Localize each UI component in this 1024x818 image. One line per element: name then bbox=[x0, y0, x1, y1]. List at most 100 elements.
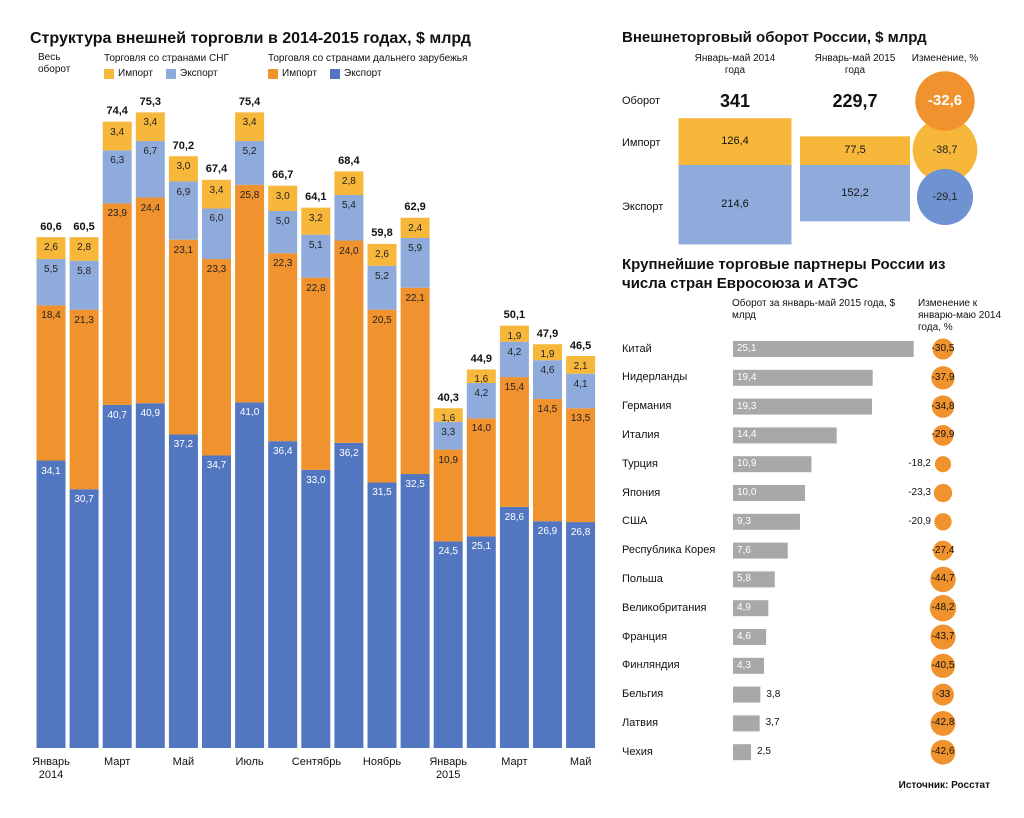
bar-segment bbox=[36, 305, 66, 461]
change-label: -32,6 bbox=[927, 92, 963, 109]
bar bbox=[733, 456, 812, 473]
x-tick-label: Сентябрь bbox=[291, 756, 342, 768]
change-circle bbox=[933, 540, 953, 561]
total-value: 62,9 bbox=[404, 201, 426, 214]
value-label: 3,0 bbox=[275, 190, 290, 202]
value-label: 3,2 bbox=[308, 212, 323, 224]
value-label: 40,9 bbox=[140, 408, 161, 420]
value-label: 3,4 bbox=[143, 117, 158, 129]
column-header: Январь-май 2015 года bbox=[814, 53, 896, 76]
value-label: 77,5 bbox=[844, 144, 866, 157]
value-label: 2,8 bbox=[77, 242, 92, 254]
bar-segment bbox=[69, 237, 99, 261]
change-circle bbox=[930, 710, 956, 736]
x-tick-label: Январь 2014 bbox=[32, 756, 70, 781]
value-label: 2,5 bbox=[757, 746, 771, 758]
value-label: 3,4 bbox=[242, 117, 257, 129]
x-tick-label: Июль bbox=[235, 756, 264, 768]
bar-segment bbox=[499, 377, 529, 507]
category-label: Япония bbox=[622, 486, 661, 499]
bar-segment bbox=[301, 234, 331, 278]
bar-segment bbox=[168, 434, 198, 748]
total-value: 64,1 bbox=[305, 191, 327, 204]
bar-segment bbox=[102, 404, 132, 748]
value-label: 34,1 bbox=[41, 465, 61, 477]
total-value: 46,5 bbox=[569, 339, 592, 352]
category-label: Бельгия bbox=[622, 688, 664, 701]
legend-swatch bbox=[166, 69, 176, 79]
bar bbox=[733, 686, 761, 703]
bar-segment bbox=[69, 260, 99, 310]
value-label: 26,8 bbox=[570, 527, 591, 539]
change-circle bbox=[933, 483, 953, 503]
source-note: Источник: Росстат bbox=[898, 780, 990, 791]
value-label: 14,5 bbox=[537, 403, 558, 415]
value-label: 24,0 bbox=[339, 245, 359, 257]
change-label: -34,8 bbox=[931, 400, 955, 412]
total-value: 66,7 bbox=[271, 169, 294, 182]
value-label: 19,4 bbox=[737, 371, 757, 383]
change-label: -40,5 bbox=[931, 659, 955, 671]
legend-group-title: Торговля со странами СНГ bbox=[104, 53, 229, 64]
value-label: 5,5 bbox=[44, 264, 58, 276]
row-label: Импорт bbox=[622, 136, 661, 149]
value-label: 19,3 bbox=[737, 400, 757, 412]
value-label: 23,1 bbox=[173, 244, 194, 256]
bar-segment bbox=[202, 259, 231, 456]
bar-segment bbox=[433, 541, 463, 748]
change-label: -27,4 bbox=[931, 544, 955, 556]
bar-segment bbox=[36, 460, 66, 748]
change-circle bbox=[932, 425, 954, 446]
value-label: 15,4 bbox=[504, 382, 525, 394]
legend-swatch bbox=[330, 69, 340, 79]
bar-segment bbox=[135, 197, 165, 404]
bar bbox=[733, 715, 760, 732]
legend-label: Экспорт bbox=[344, 68, 382, 79]
bar-segment bbox=[301, 277, 331, 470]
value-label: 13,5 bbox=[570, 413, 591, 425]
bar-segment bbox=[102, 150, 132, 204]
bar-segment bbox=[566, 408, 596, 523]
bar bbox=[733, 542, 788, 559]
bar-segment bbox=[800, 165, 910, 222]
value-label: 152,2 bbox=[841, 186, 869, 199]
value-label: 5,2 bbox=[242, 146, 257, 158]
change-label: -42,6 bbox=[931, 746, 955, 758]
value-label: 36,4 bbox=[272, 446, 293, 458]
value-label: 6,3 bbox=[110, 155, 125, 167]
column-header: Январь-май 2014 года bbox=[694, 53, 776, 76]
change-circle bbox=[915, 71, 975, 131]
bar-segment bbox=[566, 522, 596, 748]
bar-segment bbox=[102, 203, 132, 405]
value-label: 4,1 bbox=[573, 378, 588, 390]
x-tick-label: Ноябрь bbox=[362, 756, 402, 768]
bar-segment bbox=[466, 536, 496, 748]
change-label: -43,7 bbox=[931, 631, 955, 642]
legend-label: Импорт bbox=[118, 68, 153, 79]
chart-title: Внешнеторговый оборот России, $ млрд bbox=[622, 29, 927, 46]
change-circle bbox=[931, 395, 955, 418]
bar-segment bbox=[135, 112, 165, 142]
value-label: 5,9 bbox=[408, 242, 423, 254]
total-value: 74,4 bbox=[106, 105, 128, 118]
total-value: 75,3 bbox=[139, 95, 162, 108]
value-label: 4,6 bbox=[540, 365, 555, 377]
value-label: 31,5 bbox=[372, 487, 392, 499]
bar-segment bbox=[533, 521, 562, 748]
bar-segment bbox=[235, 141, 265, 185]
bar bbox=[733, 513, 800, 530]
total-value: 40,3 bbox=[437, 391, 459, 404]
value-label: 3,0 bbox=[176, 161, 191, 173]
bar-segment bbox=[69, 489, 99, 748]
category-label: Великобритания bbox=[622, 601, 707, 614]
bar-segment bbox=[533, 344, 562, 361]
value-label: 2,1 bbox=[573, 361, 588, 372]
value-label: 6,0 bbox=[209, 213, 224, 225]
change-circle bbox=[912, 117, 978, 183]
legend-label: Экспорт bbox=[180, 68, 218, 79]
change-label: -20,9 bbox=[908, 515, 931, 527]
total-value: 59,8 bbox=[371, 227, 393, 240]
bar-segment bbox=[135, 403, 165, 748]
value-label: 6,7 bbox=[143, 146, 158, 158]
value-label: 33,0 bbox=[306, 474, 326, 486]
